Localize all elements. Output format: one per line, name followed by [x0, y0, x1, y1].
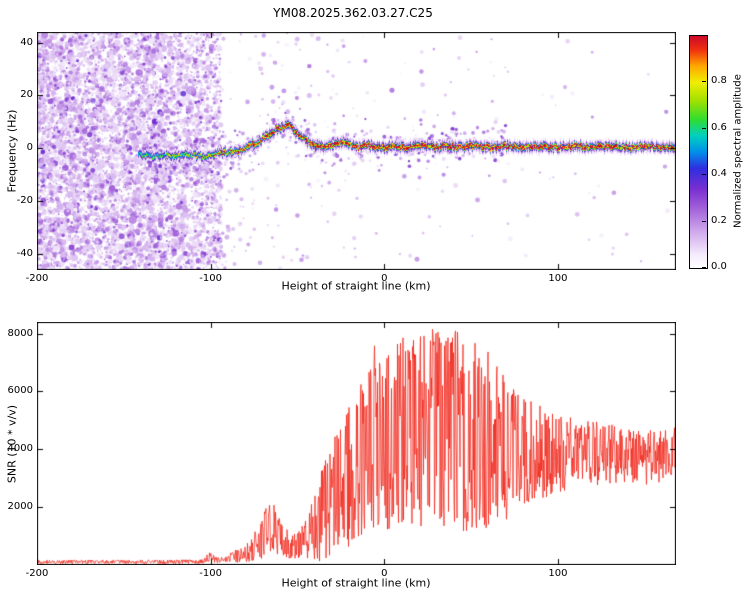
- snr-xtick-label: 0: [381, 568, 388, 579]
- colorbar-tick-label: 0.0: [711, 261, 727, 272]
- spectrogram-ytick-label: 0: [26, 142, 33, 154]
- snr-ytick-label: 6000: [7, 385, 33, 397]
- spectrogram-xlabel: Height of straight line (km): [281, 279, 431, 293]
- spectrogram-plot: [37, 32, 676, 270]
- colorbar-tick-label: 0.8: [711, 75, 727, 87]
- colorbar-gradient: [689, 35, 708, 269]
- spectrogram-ytick-label: -20: [16, 195, 33, 207]
- snr-ytick-label: 4000: [7, 443, 33, 455]
- spectrogram-xtick-label: -200: [25, 273, 49, 284]
- snr-ytick-label: 8000: [7, 327, 33, 339]
- snr-xtick-label: -100: [199, 568, 222, 579]
- colorbar-tickmark: [702, 174, 706, 175]
- colorbar-label: Normalized spectral amplitude: [732, 74, 744, 228]
- snr-plot: [37, 322, 676, 565]
- colorbar-tick-label: 0.6: [711, 121, 727, 133]
- snr-xtick-label: -200: [25, 568, 49, 579]
- figure-title: YM08.2025.362.03.27.C25: [273, 6, 433, 20]
- colorbar-tickmark: [702, 221, 706, 222]
- snr-ytick-label: 2000: [7, 501, 33, 513]
- colorbar-tickmark: [702, 128, 706, 129]
- colorbar-tick-label: 0.2: [711, 214, 727, 226]
- spectrogram-xtick-label: 0: [381, 273, 388, 284]
- colorbar-tick-label: 0.4: [711, 168, 727, 180]
- spectrogram-ytick-label: 40: [20, 36, 33, 48]
- snr-xtick-label: 100: [548, 568, 568, 579]
- colorbar-tickmark: [702, 81, 706, 82]
- snr-xlabel: Height of straight line (km): [281, 576, 431, 590]
- spectrogram-ytick-label: 20: [20, 89, 33, 101]
- spectrogram-ytick-label: -40: [16, 248, 33, 260]
- colorbar-tickmark: [702, 267, 706, 268]
- spectrogram-xtick-label: 100: [548, 273, 568, 284]
- spectrogram-xtick-label: -100: [199, 273, 222, 284]
